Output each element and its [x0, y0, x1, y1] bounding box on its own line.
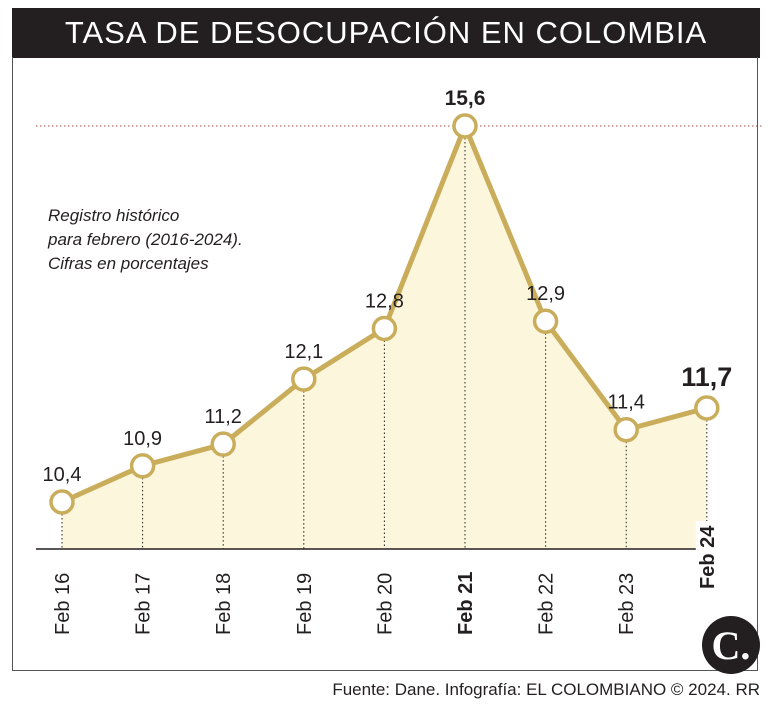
data-point-5	[371, 315, 398, 342]
value-label-8: 11,4	[607, 392, 644, 414]
value-label-7: 12,9	[526, 283, 565, 305]
source-note: Fuente: Dane. Infografía: EL COLOMBIANO …	[332, 680, 760, 699]
subtitle-line-2: para febrero (2016-2024).	[48, 230, 243, 249]
data-point-9	[694, 395, 720, 421]
x-tick-label-4: Feb 19	[294, 573, 316, 635]
value-label-9: 11,7	[681, 362, 732, 392]
x-tick-label-8: Feb 23	[616, 573, 638, 635]
x-tick-label-5: Feb 20	[374, 573, 396, 635]
subtitle-line-1: Registro histórico	[48, 206, 180, 225]
chart-subtitle: Registro histórico para febrero (2016-20…	[48, 204, 243, 276]
data-point-7	[532, 308, 559, 334]
x-tick-label-6: Feb 21	[455, 572, 477, 635]
x-tick-label-7: Feb 22	[536, 573, 558, 635]
value-label-1: 10,4	[43, 464, 82, 486]
chart-title: TASA DE DESOCUPACIÓN EN COLOMBIA	[12, 8, 760, 58]
value-label-2: 10,9	[123, 428, 162, 450]
data-point-4	[291, 366, 317, 392]
data-point-8	[613, 416, 639, 443]
value-label-6: 15,6	[445, 87, 486, 110]
data-point-3	[210, 431, 236, 457]
el-colombiano-logo: C.	[702, 616, 760, 674]
value-label-3: 11,2	[204, 406, 241, 428]
x-tick-label-1: Feb 16	[52, 573, 74, 635]
data-point-1	[49, 489, 75, 515]
x-tick-label-3: Feb 18	[213, 573, 235, 635]
last-label-backdrop	[695, 521, 728, 591]
chart-frame	[12, 57, 758, 671]
subtitle-line-3: Cifras en porcentajes	[48, 254, 209, 273]
data-point-6	[452, 113, 478, 139]
data-point-2	[129, 453, 156, 479]
value-label-5: 12,8	[365, 290, 404, 312]
x-tick-label-2: Feb 17	[133, 573, 155, 635]
value-label-4: 12,1	[284, 341, 323, 363]
x-tick-label-9: Feb 24	[697, 525, 719, 589]
